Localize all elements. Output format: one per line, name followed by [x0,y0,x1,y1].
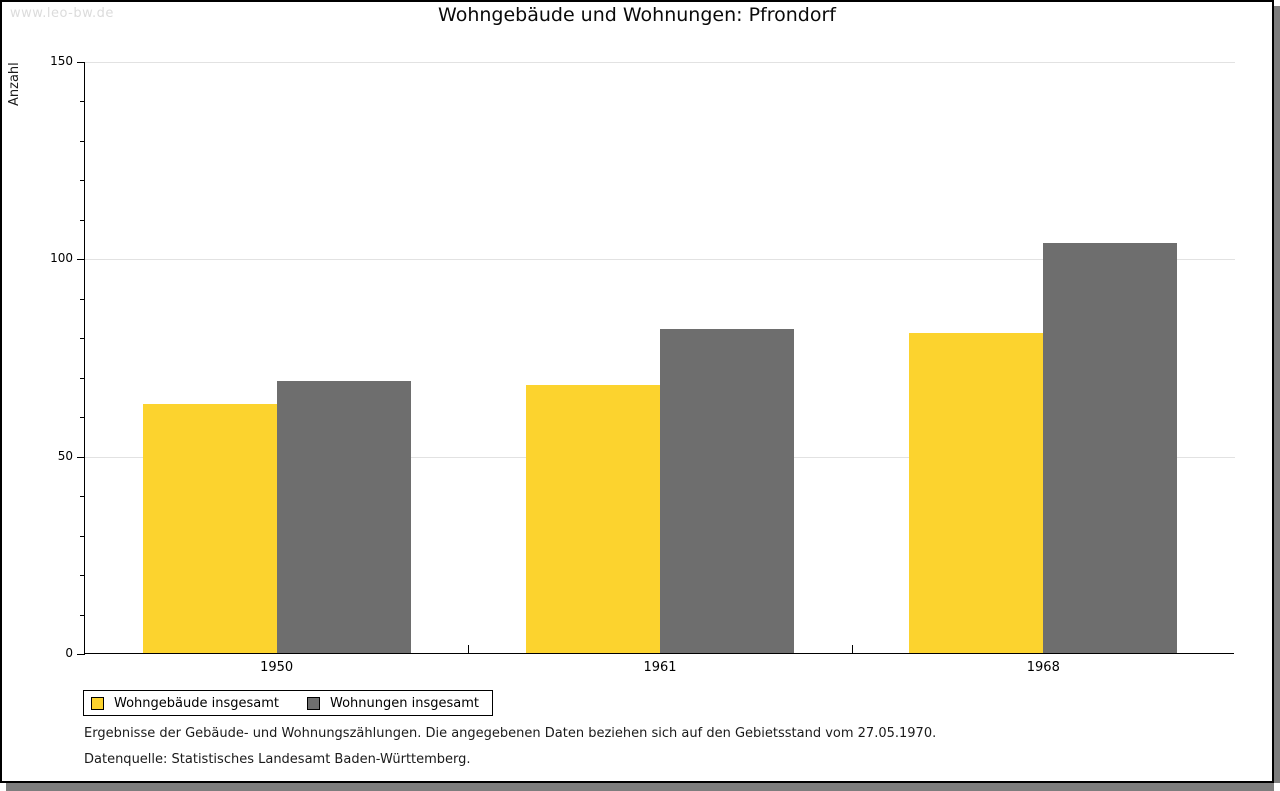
x-axis-category-label: 1950 [260,660,294,675]
y-axis-tick-major [77,456,85,458]
y-axis-tick-minor [80,614,85,616]
x-axis-tick [468,645,470,653]
y-axis-tick-label: 100 [50,251,73,266]
y-axis-tick-minor [80,377,85,379]
y-axis-tick-minor [80,338,85,340]
y-axis-tick-label: 150 [50,54,73,68]
y-axis-tick-minor [80,535,85,537]
y-axis-tick-minor [80,140,85,142]
plot-area: 0 50 100 150 1950 1961 1968 [50,54,1235,675]
y-axis-tick-minor [80,496,85,498]
page-shadow-right [1274,6,1280,783]
watermark: www.leo-bw.de [10,6,114,21]
bar-wohngebaeude-1968 [909,333,1044,653]
y-axis-tick-minor [80,101,85,103]
y-axis-tick-label: 0 [65,646,73,660]
y-axis-tick-label: 50 [57,448,73,463]
y-axis-tick-minor [80,575,85,577]
bar-wohnungen-1950 [276,380,411,653]
y-axis-tick-minor [80,219,85,221]
legend-swatch-wohnungen [307,696,320,710]
page-shadow-bottom [6,783,1274,791]
bar-wohngebaeude-1961 [526,384,660,653]
legend-swatch-wohngebaeude [91,696,104,710]
y-axis-title: Anzahl [7,62,22,106]
y-axis-tick-major [77,259,85,261]
legend-item: Wohngebäude insgesamt [91,691,279,715]
x-axis-category-label: 1961 [643,660,677,675]
x-axis-tick [851,645,853,653]
y-axis-tick-minor [80,417,85,419]
legend-label: Wohnungen insgesamt [330,695,479,711]
legend-label: Wohngebäude insgesamt [114,695,279,711]
y-axis-tick-minor [80,180,85,182]
y-gridline [85,62,1235,63]
legend-item: Wohnungen insgesamt [307,691,479,715]
x-axis-category-label: 1968 [1026,660,1060,675]
y-axis-tick-major [77,62,85,63]
bar-wohnungen-1968 [1043,242,1178,653]
y-gridline [85,259,1235,261]
bar-wohngebaeude-1950 [142,404,277,653]
y-axis-tick-minor [80,298,85,300]
legend: Wohngebäude insgesamt Wohnungen insgesam… [83,690,493,716]
bar-wohnungen-1961 [660,329,794,653]
chart-title: Wohngebäude und Wohnungen: Pfrondorf [438,4,836,26]
footnote-line-1: Ergebnisse der Gebäude- und Wohnungszähl… [84,726,937,741]
y-axis-tick-major [77,654,85,655]
footnote-line-2: Datenquelle: Statistisches Landesamt Bad… [84,752,471,767]
